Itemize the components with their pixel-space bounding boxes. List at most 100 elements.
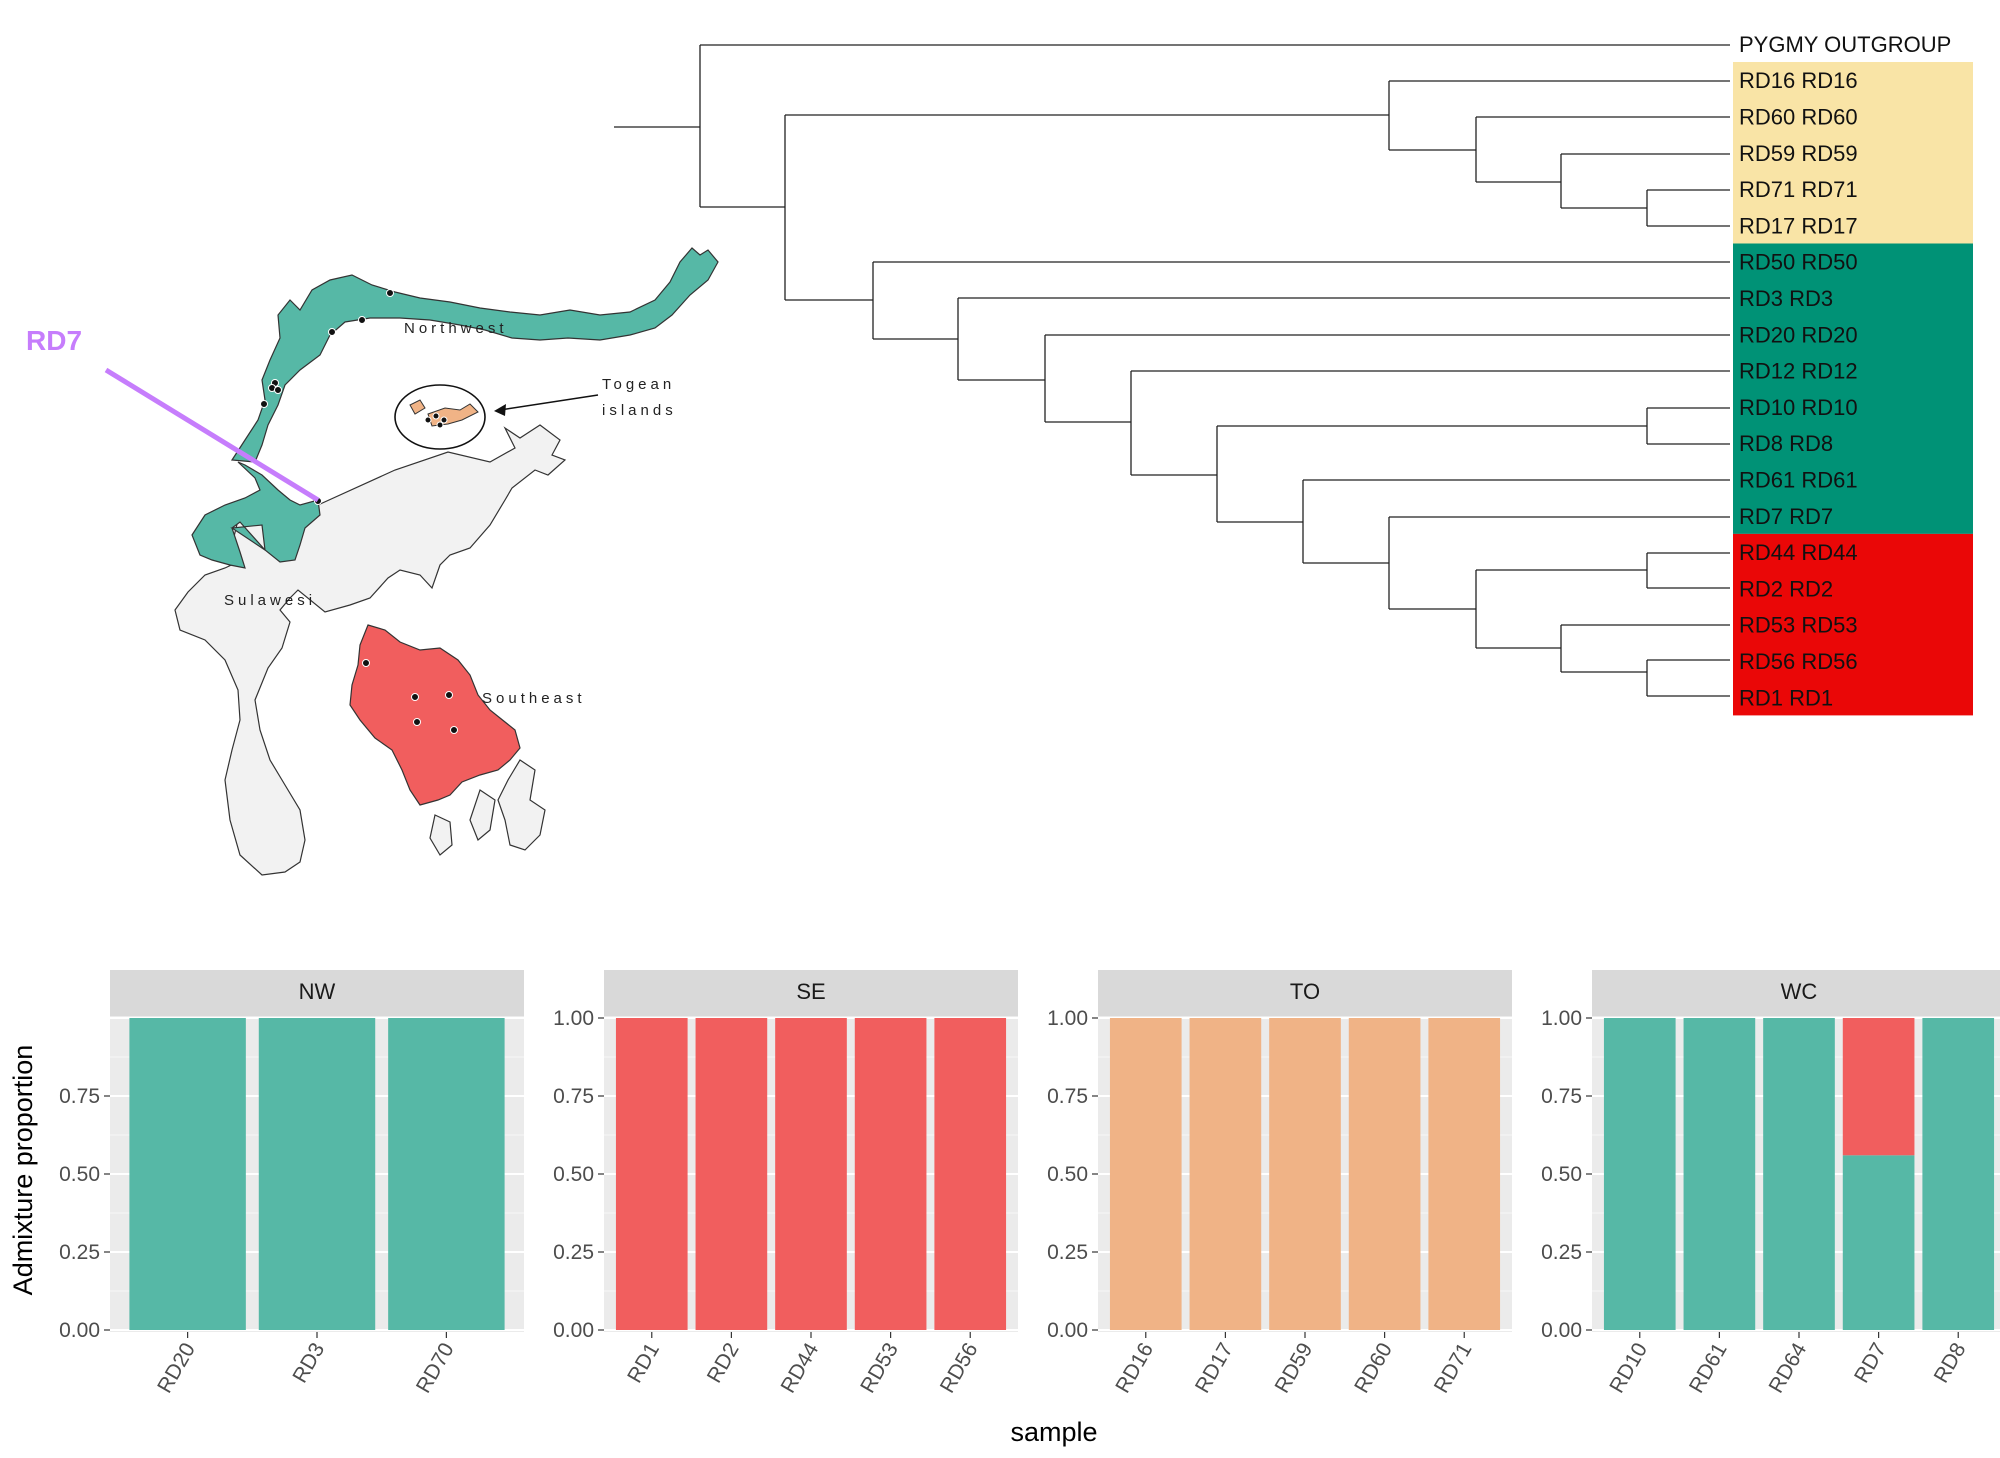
bar-segment xyxy=(854,1018,927,1330)
y-tick-label: 0.75 xyxy=(553,1085,594,1108)
sample-point xyxy=(436,421,444,429)
y-tick-label: 0.00 xyxy=(1047,1319,1088,1342)
x-tick-label: RD1 xyxy=(623,1339,664,1387)
sample-point xyxy=(260,400,268,408)
tree-tip-label: RD59 RD59 xyxy=(1739,141,1858,166)
facet-strip-label: SE xyxy=(796,979,825,1004)
map-label-northwest: Northwest xyxy=(404,320,508,337)
tree-tip-label: RD16 RD16 xyxy=(1739,68,1858,93)
bar-segment xyxy=(1683,1018,1756,1330)
y-tick-label: 0.25 xyxy=(553,1241,594,1264)
facet-strip-label: WC xyxy=(1781,979,1818,1004)
tree-tip-label: RD50 RD50 xyxy=(1739,250,1858,275)
sample-point xyxy=(358,316,366,324)
bar-segment xyxy=(1269,1018,1341,1330)
tree-tip-label: RD17 RD17 xyxy=(1739,213,1858,238)
x-tick-label: RD3 xyxy=(288,1339,329,1387)
tree-tip-outgroup: PYGMY OUTGROUP xyxy=(1739,32,1951,57)
tree-tip-label: RD12 RD12 xyxy=(1739,359,1858,384)
tree-tip-label: RD20 RD20 xyxy=(1739,322,1858,347)
bar-segment xyxy=(695,1018,768,1330)
map-label-sulawesi: Sulawesi xyxy=(224,592,316,609)
x-tick-label: RD64 xyxy=(1765,1339,1812,1397)
y-tick-label: 1.00 xyxy=(1541,1007,1582,1030)
togean-arrow-head xyxy=(494,404,506,416)
x-tick-label: RD2 xyxy=(703,1339,744,1387)
facet-strip xyxy=(1098,970,1512,1016)
x-axis-title: sample xyxy=(1010,1417,1097,1447)
map-label-togean-1: Togean xyxy=(602,376,675,393)
tree-tip-label: RD10 RD10 xyxy=(1739,395,1858,420)
bar-segment xyxy=(1348,1018,1421,1330)
bar-segment xyxy=(1109,1018,1182,1330)
bar-segment xyxy=(1189,1018,1262,1330)
x-tick-label: RD20 xyxy=(153,1339,200,1397)
rd7-highlight-label: RD7 xyxy=(26,325,82,356)
sample-point xyxy=(440,416,448,424)
bar-segment xyxy=(258,1018,376,1330)
sample-point xyxy=(362,659,370,667)
tree-tip-label: RD2 RD2 xyxy=(1739,576,1833,601)
x-tick-label: RD60 xyxy=(1350,1339,1397,1397)
northwest-region xyxy=(191,461,321,569)
x-tick-label: RD16 xyxy=(1111,1339,1158,1397)
rd7-pointer-line xyxy=(104,367,320,503)
y-tick-label: 1.00 xyxy=(1047,1007,1088,1030)
bar-segment xyxy=(388,1018,505,1330)
sample-point xyxy=(445,691,453,699)
x-tick-label: RD71 xyxy=(1430,1339,1477,1397)
bar-segment xyxy=(129,1018,246,1330)
sample-point xyxy=(386,289,394,297)
x-tick-label: RD7 xyxy=(1850,1339,1891,1387)
facet-strip-label: NW xyxy=(299,979,336,1004)
sample-point xyxy=(328,328,336,336)
tree-tip-label: RD53 RD53 xyxy=(1739,613,1858,638)
sample-point xyxy=(432,412,440,420)
clade-highlight-yellow xyxy=(1733,62,1973,244)
facet-strip xyxy=(110,970,524,1016)
x-tick-label: RD10 xyxy=(1605,1339,1652,1397)
y-tick-label: 0.00 xyxy=(553,1319,594,1342)
phylogenetic-tree xyxy=(614,44,1730,697)
y-tick-label: 0.75 xyxy=(1541,1085,1582,1108)
sample-point xyxy=(424,416,432,424)
clade-highlight-green xyxy=(1733,243,1973,534)
y-tick-label: 0.50 xyxy=(553,1163,594,1186)
y-tick-label: 0.50 xyxy=(59,1163,100,1186)
bar-segment xyxy=(1428,1018,1501,1330)
y-tick-label: 0.50 xyxy=(1541,1163,1582,1186)
sample-point xyxy=(411,693,419,701)
tree-tip-label: RD8 RD8 xyxy=(1739,431,1833,456)
x-tick-label: RD61 xyxy=(1685,1339,1732,1397)
tree-tip-label: RD7 RD7 xyxy=(1739,504,1833,529)
y-tick-label: 0.00 xyxy=(59,1319,100,1342)
tree-tip-label: RD1 RD1 xyxy=(1739,685,1833,710)
facet-strip xyxy=(604,970,1018,1016)
x-tick-label: RD56 xyxy=(936,1339,983,1397)
y-axis-title: Admixture proportion xyxy=(8,1045,38,1296)
y-tick-label: 0.00 xyxy=(1541,1319,1582,1342)
bar-segment xyxy=(1603,1018,1676,1330)
bar-segment xyxy=(615,1018,688,1330)
facet-strip-label: TO xyxy=(1290,979,1320,1004)
y-tick-label: 0.25 xyxy=(59,1241,100,1264)
bar-segment xyxy=(1922,1018,1995,1330)
tree-tip-label: RD61 RD61 xyxy=(1739,467,1858,492)
bar-segment xyxy=(1763,1018,1835,1330)
x-tick-label: RD59 xyxy=(1271,1339,1318,1397)
x-tick-label: RD8 xyxy=(1930,1339,1971,1387)
tree-tip-label: RD60 RD60 xyxy=(1739,104,1858,129)
bar-segment xyxy=(775,1018,847,1330)
tree-tip-labels: PYGMY OUTGROUP RD16 RD16 RD60 RD60 RD59 RD5… xyxy=(1733,32,1973,716)
tree-tip-label: RD3 RD3 xyxy=(1739,286,1833,311)
sample-point xyxy=(450,726,458,734)
y-tick-label: 1.00 xyxy=(553,1007,594,1030)
northwest-arm xyxy=(230,247,719,463)
southeast-islands xyxy=(429,759,546,856)
y-tick-label: 0.50 xyxy=(1047,1163,1088,1186)
sample-points xyxy=(260,289,458,734)
x-tick-label: RD17 xyxy=(1191,1339,1238,1397)
y-tick-label: 0.75 xyxy=(59,1085,100,1108)
togean-circle xyxy=(394,384,486,450)
